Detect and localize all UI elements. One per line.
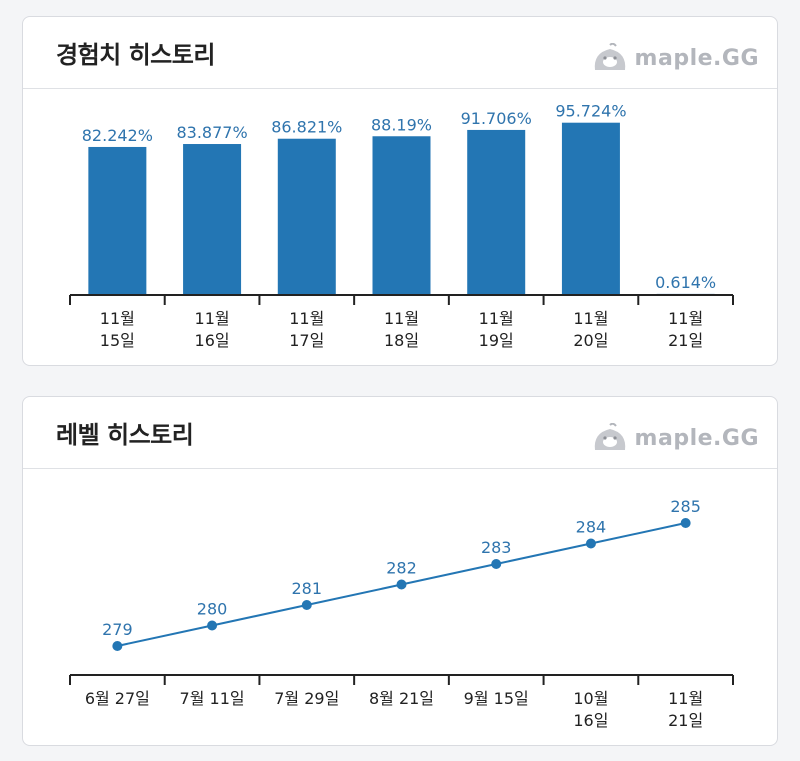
level-data-label: 282 [386,559,417,578]
exp-bar [467,129,526,295]
slime-icon [594,423,625,450]
slime-icon [594,43,625,70]
brand-logo: maple.GG [591,423,759,453]
exp-bar-chart: 82.242% 83.877% 86.821% 88.19% 91.706% 95.724… [69,102,734,350]
exp-tick-label: 11월 19일 [479,309,514,350]
exp-data-label: 95.724% [555,102,626,121]
exp-data-label: 83.877% [176,123,247,142]
exp-tick-label: 11월 20일 [573,309,608,350]
level-tick-label: 11월 21일 [668,689,703,730]
exp-data-label: 82.242% [82,126,153,145]
level-point [301,600,312,610]
exp-bar [372,136,431,295]
level-point [585,538,596,549]
exp-card-title: 경험치 히스토리 [56,41,215,69]
level-point [491,559,502,569]
level-data-label: 279 [102,620,133,639]
level-point [396,579,407,590]
level-data-label: 281 [292,579,323,598]
exp-tick-label: 11월 15일 [100,309,135,350]
exp-tick-label: 11월 17일 [289,309,324,350]
level-data-label: 285 [670,497,701,516]
level-point [680,518,691,528]
exp-bar [561,122,620,295]
level-card-header: 레벨 히스토리 maple.GG [23,397,777,469]
exp-bar [88,146,147,295]
level-tick-label: 6월 27일 [85,689,150,708]
exp-bar [277,138,336,295]
exp-tick-label: 11월 18일 [384,309,419,350]
level-card-title: 레벨 히스토리 [56,421,194,449]
level-line-chart: 279 280 281 282 283 284 285 6월 27일 7월 11일 7월 29일 8… [69,497,734,730]
level-data-label: 283 [481,538,512,557]
exp-tick-label: 11월 21일 [668,309,703,350]
level-tick-label: 7월 11일 [180,689,245,708]
level-point [112,641,123,651]
level-data-label: 284 [576,518,607,537]
exp-data-label: 88.19% [371,115,432,134]
level-tick-label: 8월 21일 [369,689,434,708]
brand-text: maple.GG [634,45,759,71]
level-point [207,620,218,631]
level-tick-label: 10월 16일 [573,689,608,730]
level-tick-label: 7월 29일 [274,689,339,708]
level-history-card: 레벨 히스토리 maple.GG 279 280 281 282 283 284 285 6월… [22,396,778,746]
exp-data-label: 86.821% [271,118,342,137]
exp-bar [183,144,242,295]
brand-logo: maple.GG [591,43,759,73]
brand-text: maple.GG [634,425,759,451]
exp-history-card: 경험치 히스토리 maple.GG 82.242% 83.877% 86.821% 8… [22,16,778,366]
exp-card-header: 경험치 히스토리 maple.GG [23,17,777,89]
exp-data-label: 91.706% [461,109,532,128]
level-data-label: 280 [197,600,228,619]
exp-data-label: 0.614% [655,273,716,292]
level-tick-label: 9월 15일 [464,689,529,708]
exp-tick-label: 11월 16일 [195,309,230,350]
